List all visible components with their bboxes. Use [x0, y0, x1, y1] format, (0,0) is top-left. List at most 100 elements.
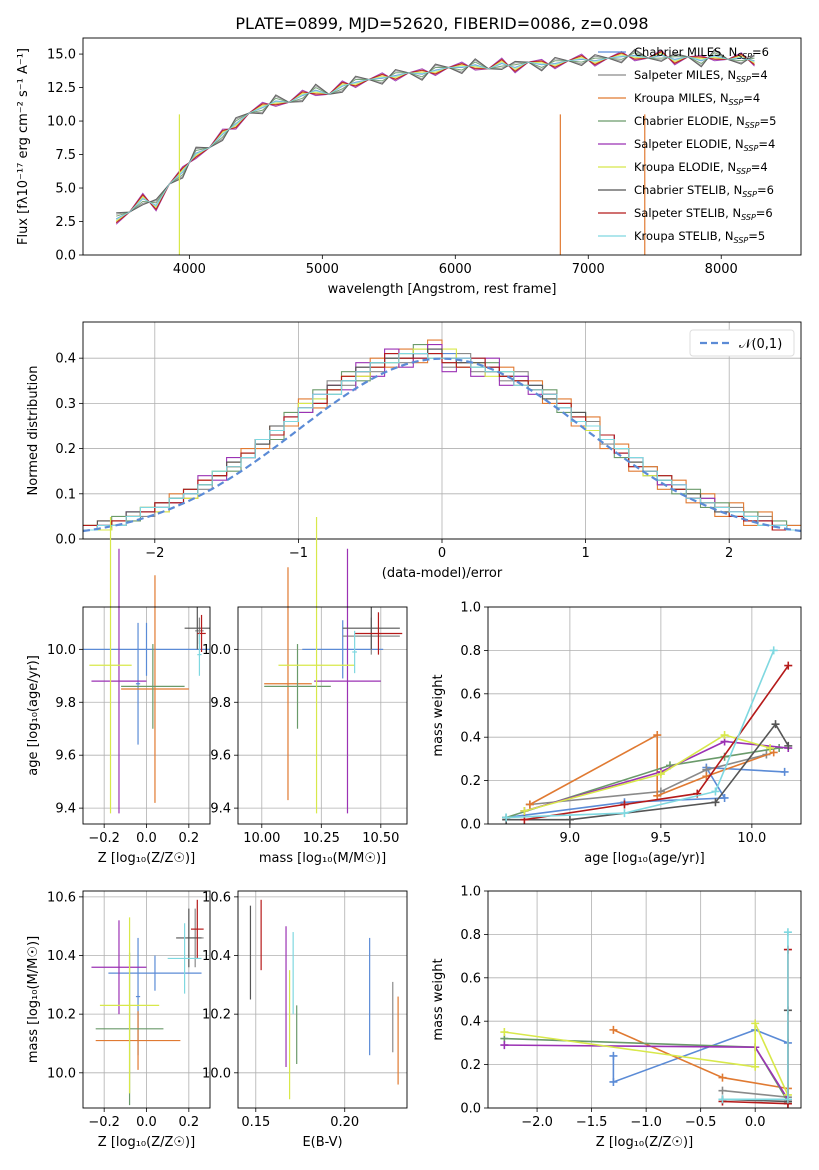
y-tick-label-1: 10.2 [47, 1008, 76, 1023]
y-tick-label-2: 10.4 [47, 949, 76, 964]
y-axis-label: Normed distribution [26, 366, 41, 496]
weight-marker-kroupa-stelib-3 [769, 646, 778, 655]
x-axis-label: E(B-V) [302, 1135, 342, 1150]
x-tick-label-1: 10.25 [303, 831, 340, 846]
y-tick-label-0: 0.0 [460, 1102, 481, 1117]
y-tick-label-0: 10.0 [47, 1066, 76, 1081]
weight-marker-kroupa-elodie-3 [766, 744, 775, 753]
y-tick-label-2: 0.4 [460, 1015, 481, 1030]
y-tick-label-1: 0.1 [55, 487, 76, 502]
weight-marker-kroupa-elodie-1 [656, 770, 665, 779]
x-tick-label-1: 5000 [306, 262, 339, 277]
y-axis-label: age [log₁₀(age/yr)] [26, 655, 41, 776]
panel-3: 10.00 10.25 10.50 9.4 9.6 9.8 10.0 mass [log₁₀(… [202, 517, 408, 866]
weight-marker-kroupa-elodie-2 [720, 731, 729, 740]
y-axis-label: mass [log₁₀(M/M☉)] [26, 936, 41, 1063]
axes-frame [237, 606, 408, 825]
weight-marker-kroupa-stelib-2 [783, 928, 792, 937]
y-tick-label-2: 9.8 [210, 696, 231, 711]
y-tick-label-1: 9.6 [55, 749, 76, 764]
y-tick-label-4: 10.0 [47, 115, 76, 130]
panel-6: 0.15 0.20 10.0 10.2 10.4 10.6 E(B-V) [202, 890, 408, 1150]
x-tick-label-0: 4000 [173, 262, 206, 277]
x-tick-label-2: −1.0 [630, 1115, 662, 1130]
axes-frame [82, 890, 211, 1109]
y-tick-label-3: 10.6 [202, 890, 231, 905]
y-axis-label: mass weight [431, 958, 446, 1040]
weight-marker-kroupa-elodie-0 [500, 1028, 509, 1037]
x-tick-label-1: 0.20 [330, 1115, 359, 1130]
y-tick-label-1: 10.2 [202, 1008, 231, 1023]
y-tick-label-2: 9.8 [55, 696, 76, 711]
weight-marker-chabrier-miles-2 [720, 793, 729, 802]
panel-7: −2.0 −1.5 −1.0 −0.5 0.0 0.0 0.2 0.4 0.6 0.8 1.0 Z [… [431, 885, 802, 1150]
x-axis-label: mass [log₁₀(M/M☉)] [259, 851, 386, 866]
y-tick-label-3: 10.6 [47, 890, 76, 905]
x-tick-label-2: 10.0 [737, 831, 766, 846]
x-axis-label: Z [log₁₀(Z/Z☉)] [98, 851, 195, 866]
axes-frame [487, 606, 802, 825]
x-tick-label-2: 0.2 [178, 831, 199, 846]
y-tick-label-0: 9.4 [55, 802, 76, 817]
weight-line-salpeter-miles [529, 753, 767, 806]
panel-1: −2 −1 0 1 2 0.0 0.1 0.2 0.3 0.4 (data-model)/error… [26, 321, 802, 581]
panels: 4000 5000 6000 7000 80000.02.55.07.510.012.5… [16, 37, 802, 1150]
x-tick-label-0: −0.2 [88, 1115, 120, 1130]
spectrum-kroupa-stelib [115, 54, 755, 220]
legend-box [689, 329, 795, 357]
x-tick-label-2: 0.2 [178, 1115, 199, 1130]
panel-4: 9.0 9.5 10.0 0.0 0.2 0.4 0.6 0.8 1.0 age [log₁₀(a… [431, 601, 802, 866]
y-tick-label-6: 15.0 [47, 48, 76, 63]
y-tick-label-1: 9.6 [210, 749, 231, 764]
y-tick-label-5: 1.0 [460, 601, 481, 616]
x-axis-label: (data-model)/error [382, 566, 503, 581]
x-tick-label-4: 0.0 [745, 1115, 766, 1130]
legend-entry-3: Chabrier ELODIE, NSSP=5 [634, 114, 776, 130]
weight-marker-kroupa-miles-4 [769, 748, 778, 757]
plot-area [249, 899, 399, 1100]
y-tick-label-1: 2.5 [55, 215, 76, 230]
y-tick-label-3: 10.0 [202, 643, 231, 658]
weight-marker-chabrier-stelib-3 [771, 720, 780, 729]
y-tick-label-3: 10.0 [47, 643, 76, 658]
y-axis-label: mass weight [431, 674, 446, 756]
plot-area [83, 517, 210, 814]
plot-area [82, 339, 802, 533]
y-tick-label-1: 0.2 [460, 774, 481, 789]
weight-line-chabrier-miles [612, 1029, 789, 1084]
weight-marker-chabrier-stelib-2 [711, 798, 720, 807]
weight-marker-kroupa-elodie-0 [520, 806, 529, 815]
y-tick-label-2: 0.4 [460, 731, 481, 746]
weight-marker-chabrier-miles-1 [609, 1077, 618, 1086]
x-tick-label-1: −1 [289, 546, 308, 561]
y-tick-label-0: 0.0 [55, 249, 76, 264]
plot-area [91, 899, 204, 1106]
x-tick-label-0: 10.00 [243, 831, 280, 846]
y-tick-label-3: 0.6 [460, 687, 481, 702]
legend-entry-8: Kroupa STELIB, NSSP=5 [634, 229, 765, 245]
weight-marker-kroupa-miles-0 [525, 800, 534, 809]
weight-marker-kroupa-stelib-0 [502, 813, 511, 822]
weight-marker-chabrier-miles-0 [609, 1051, 618, 1060]
y-tick-label-4: 0.8 [460, 928, 481, 943]
weight-marker-kroupa-elodie-1 [751, 1062, 760, 1071]
x-tick-label-1: 0.0 [136, 1115, 157, 1130]
legend: Chabrier MILES, NSSP=6 Salpeter MILES, NS… [598, 45, 776, 245]
x-axis-label: wavelength [Angstrom, rest frame] [328, 282, 557, 297]
weight-marker-chabrier-stelib-1 [565, 815, 574, 824]
x-tick-label-4: 8000 [705, 262, 738, 277]
figure-title: PLATE=0899, MJD=52620, FIBERID=0086, z=0… [235, 14, 648, 33]
y-axis-label: Flux [fλ10⁻¹⁷ erg cm⁻² s⁻¹ A⁻¹] [16, 48, 31, 245]
weight-marker-kroupa-miles-1 [718, 1073, 727, 1082]
y-tick-label-2: 5.0 [55, 182, 76, 197]
plot-area [264, 517, 403, 814]
y-tick-label-5: 12.5 [47, 81, 76, 96]
y-tick-label-2: 0.2 [55, 442, 76, 457]
y-tick-label-4: 0.4 [55, 352, 76, 367]
weight-line-chabrier-elodie [505, 747, 780, 819]
y-tick-label-3: 7.5 [55, 148, 76, 163]
y-tick-label-3: 0.6 [460, 971, 481, 986]
plot-area [500, 928, 792, 1108]
x-axis-label: Z [log₁₀(Z/Z☉)] [98, 1135, 195, 1150]
